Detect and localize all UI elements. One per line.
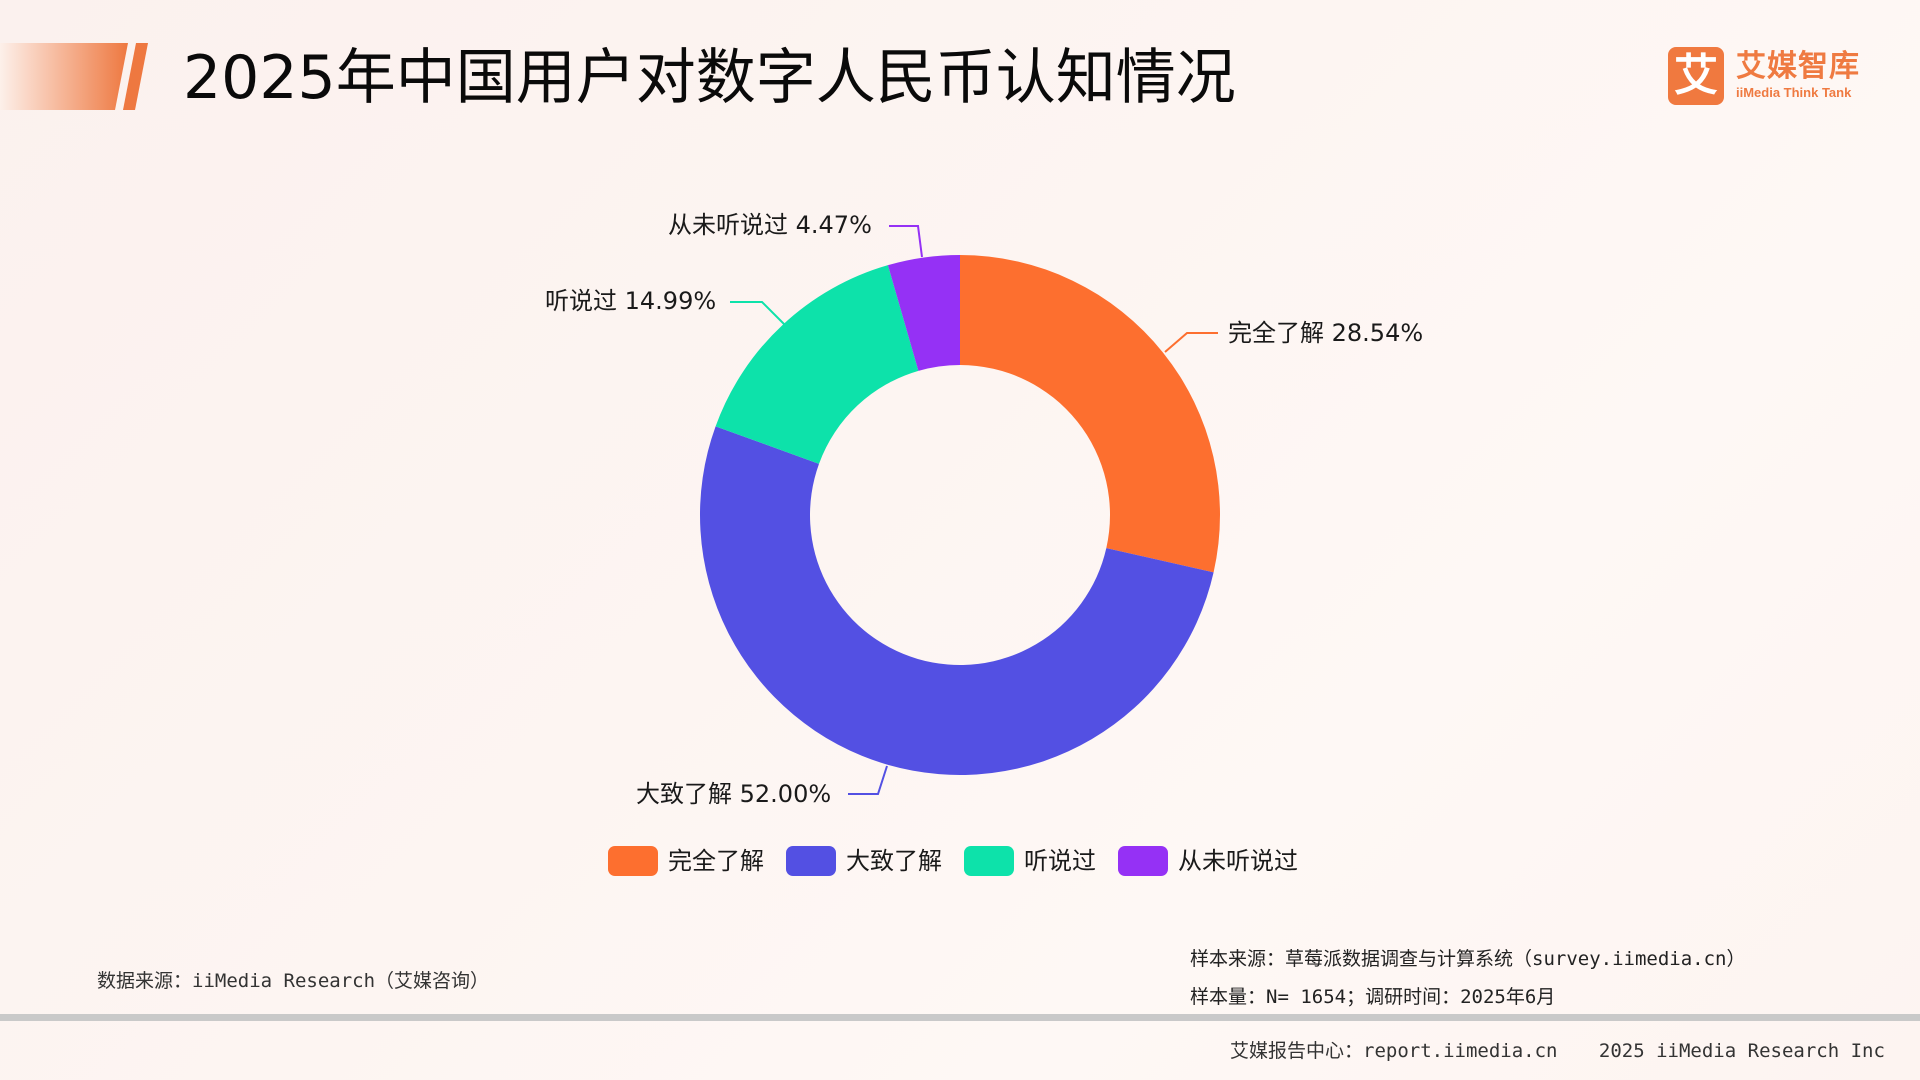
logo-name-en: iiMedia Think Tank [1736,85,1852,100]
report-center-link[interactable]: 艾媒报告中心：report.iimedia.cn [1230,1040,1558,1062]
sample-size-note: 样本量：N= 1654；调研时间：2025年6月 [1190,986,1556,1008]
data-source-note: 数据来源：iiMedia Research（艾媒咨询） [97,970,490,992]
logo-icon: 艾 [1668,47,1724,105]
leader-line-never-heard [889,225,923,258]
copyright-text: 2025 iiMedia Research Inc [1598,1040,1885,1062]
chart-legend: 完全了解 大致了解 听说过 从未听说过 [608,846,1320,876]
legend-swatch [964,846,1014,876]
sample-source-note: 样本来源：草莓派数据调查与计算系统（survey.iimedia.cn） [1190,948,1746,970]
brand-logo: 艾 艾媒智库 iiMedia Think Tank [1668,47,1860,105]
title-accent-bar [0,43,148,110]
slice-label-roughly-understand: 大致了解 52.00% [636,780,832,808]
leader-line-heard-of [730,301,786,326]
leader-line-fully-understand [1164,332,1218,353]
footer: 艾媒报告中心：report.iimedia.cn 2025 iiMedia Re… [1230,1036,1885,1063]
legend-swatch [1118,846,1168,876]
legend-item-fully-understand[interactable]: 完全了解 [608,846,764,876]
legend-item-heard-of[interactable]: 听说过 [964,846,1096,876]
slice-label-fully-understand: 完全了解 28.54% [1228,319,1424,347]
legend-item-never-heard[interactable]: 从未听说过 [1118,846,1298,876]
sample-info: 样本来源：草莓派数据调查与计算系统（survey.iimedia.cn） 样本量… [1190,940,1745,1016]
slice-heard-of[interactable] [715,265,919,464]
legend-swatch [786,846,836,876]
leader-line-roughly-understand [848,765,888,795]
slice-label-never-heard: 从未听说过 4.47% [668,211,872,239]
footer-divider [0,1014,1920,1021]
slice-roughly-understand[interactable] [699,426,1214,776]
page-title: 2025年中国用户对数字人民币认知情况 [183,43,1236,113]
donut-slices [699,255,1220,776]
legend-item-roughly-understand[interactable]: 大致了解 [786,846,942,876]
slice-never-heard[interactable] [887,255,960,371]
legend-swatch [608,846,658,876]
slice-fully-understand[interactable] [960,255,1220,573]
logo-name-cn: 艾媒智库 [1736,49,1860,84]
slice-label-heard-of: 听说过 14.99% [545,287,717,315]
